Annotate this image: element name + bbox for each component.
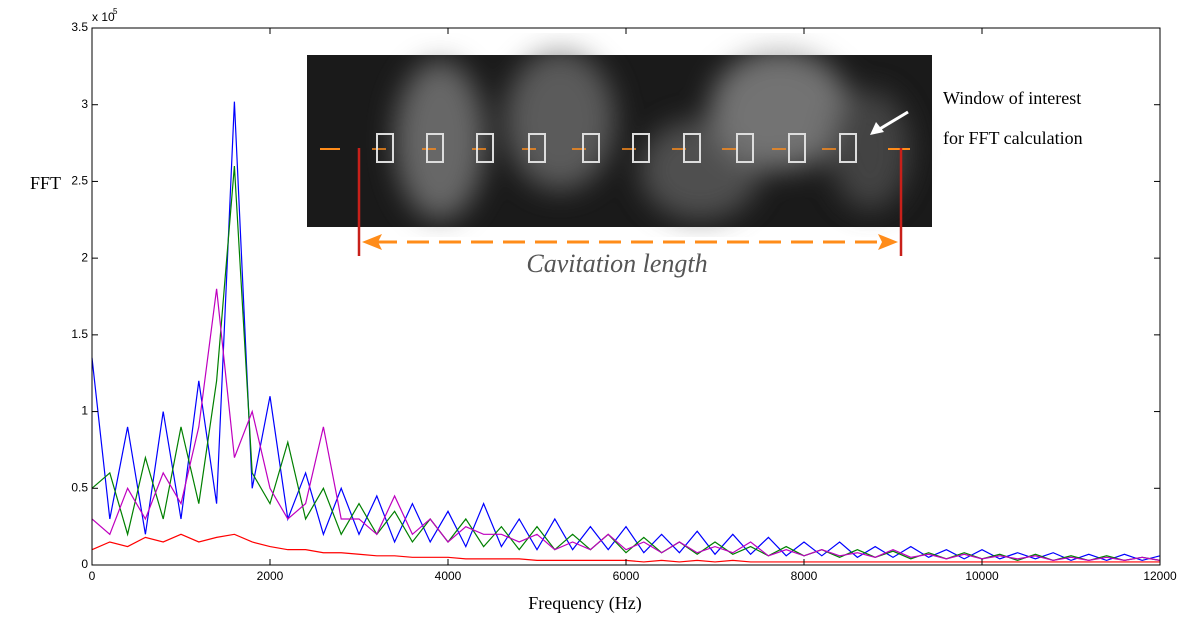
series-line	[91, 101, 1161, 562]
series-line	[91, 288, 1161, 562]
x-tick-label: 6000	[613, 569, 640, 583]
x-axis-label: Frequency (Hz)	[528, 593, 641, 614]
y-tick-label: 3	[81, 97, 88, 111]
x-tick-label: 10000	[965, 569, 999, 583]
y-axis-label: FFT	[30, 173, 61, 193]
annotation: Window of interest	[943, 88, 1081, 108]
y-multiplier-exponent: 5	[113, 7, 118, 16]
x-tick-label: 2000	[257, 569, 284, 583]
x-tick-label: 8000	[791, 569, 818, 583]
y-tick-label: 0.5	[71, 480, 88, 494]
x-tick-label: 0	[89, 569, 96, 583]
y-tick-label: 1.5	[71, 327, 88, 341]
inset-photo	[307, 50, 932, 256]
series-line	[91, 533, 1160, 563]
y-tick-label: 2.5	[71, 174, 88, 188]
x-tick-label: 4000	[435, 569, 462, 583]
y-tick-label: 0	[81, 557, 88, 571]
annotation: Cavitation length	[526, 249, 707, 278]
y-multiplier: x 10	[92, 10, 115, 24]
y-tick-label: 2	[81, 250, 88, 264]
y-tick-label: 1	[81, 404, 88, 418]
x-tick-label: 12000	[1143, 569, 1177, 583]
annotation: for FFT calculation	[943, 128, 1083, 148]
y-tick-label: 3.5	[71, 20, 88, 34]
